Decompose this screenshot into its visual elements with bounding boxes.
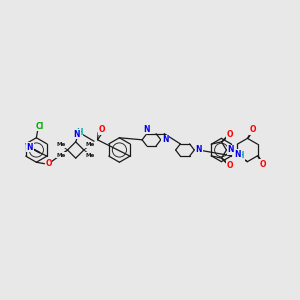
Text: N: N bbox=[227, 146, 234, 154]
Text: O: O bbox=[260, 160, 266, 169]
Text: N: N bbox=[235, 150, 241, 159]
Text: N: N bbox=[143, 125, 150, 134]
Text: N: N bbox=[162, 135, 168, 144]
Text: Me: Me bbox=[56, 142, 66, 147]
Text: H: H bbox=[238, 151, 244, 160]
Text: Me: Me bbox=[85, 142, 95, 147]
Text: O: O bbox=[249, 125, 256, 134]
Text: N: N bbox=[195, 146, 202, 154]
Text: Cl: Cl bbox=[35, 122, 44, 130]
Text: O: O bbox=[226, 161, 233, 170]
Text: H: H bbox=[76, 128, 83, 137]
Text: N: N bbox=[74, 130, 80, 139]
Text: N: N bbox=[26, 143, 33, 152]
Text: O: O bbox=[45, 159, 52, 168]
Text: O: O bbox=[99, 125, 106, 134]
Text: O: O bbox=[226, 130, 233, 139]
Text: Me: Me bbox=[85, 153, 95, 158]
Text: Me: Me bbox=[56, 153, 66, 158]
